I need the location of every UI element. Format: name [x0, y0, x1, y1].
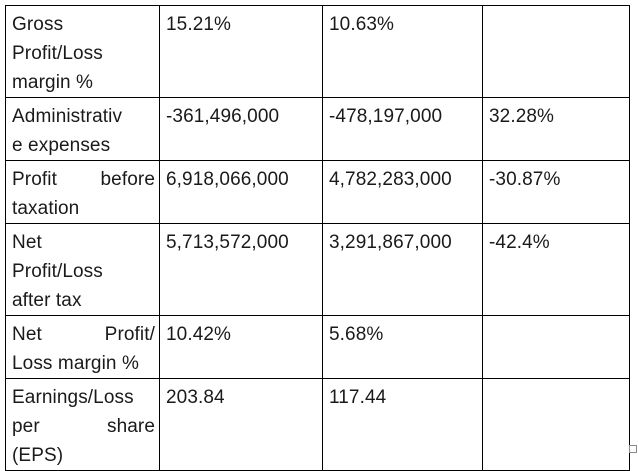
row-label-line: Profit before: [12, 169, 155, 190]
row-label-line: Gross: [12, 14, 64, 35]
value-cell: 10.63%: [322, 5, 483, 98]
row-label-cell: Profit before taxation: [5, 160, 160, 224]
row-label-cell: Net Profit/Loss after tax: [5, 223, 160, 316]
value-cell: -361,496,000: [159, 97, 323, 161]
row-label-line: per share: [12, 416, 155, 437]
row-label-cell: Administrativ e expenses: [5, 97, 160, 161]
table-row: Gross Profit/Loss margin % 15.21% 10.63%: [5, 5, 630, 98]
change-cell: -42.4%: [482, 223, 630, 316]
change-cell: -30.87%: [482, 160, 630, 224]
row-label-line: Loss margin %: [12, 353, 139, 374]
row-label-line: Administrativ: [12, 106, 123, 127]
table-row: Administrativ e expenses -361,496,000 -47…: [5, 97, 630, 161]
financial-table: Gross Profit/Loss margin % 15.21% 10.63% A…: [5, 5, 630, 471]
value-cell: 5,713,572,000: [159, 223, 323, 316]
value-cell: 203.84: [159, 378, 323, 471]
change-cell: [482, 315, 630, 379]
change-cell: [482, 378, 630, 471]
row-label-line: margin %: [12, 72, 94, 93]
row-label-line: Profit/Loss: [12, 261, 103, 282]
row-label-line: taxation: [12, 198, 80, 219]
row-label-line: after tax: [12, 290, 82, 311]
value-cell: 6,918,066,000: [159, 160, 323, 224]
row-label-line: Net Profit/: [12, 324, 155, 345]
value-cell: 3,291,867,000: [322, 223, 483, 316]
row-label-line: e expenses: [12, 135, 111, 156]
change-cell: 32.28%: [482, 97, 630, 161]
value-cell: -478,197,000: [322, 97, 483, 161]
value-cell: 117.44: [322, 378, 483, 471]
row-label-cell: Earnings/Loss per share (EPS): [5, 378, 160, 471]
value-cell: 5.68%: [322, 315, 483, 379]
row-label-line: Earnings/Loss: [12, 387, 134, 408]
row-label-line: Net: [12, 232, 42, 253]
table-row: Profit before taxation 6,918,066,000 4,78…: [5, 160, 630, 224]
row-label-cell: Gross Profit/Loss margin %: [5, 5, 160, 98]
row-label-line: Profit/Loss: [12, 43, 103, 64]
table-row: Earnings/Loss per share (EPS) 203.84 117.4…: [5, 378, 630, 471]
value-cell: 10.42%: [159, 315, 323, 379]
value-cell: 15.21%: [159, 5, 323, 98]
value-cell: 4,782,283,000: [322, 160, 483, 224]
table-resize-handle[interactable]: [629, 445, 637, 453]
change-cell: [482, 5, 630, 98]
table-row: Net Profit/Loss after tax 5,713,572,000 3,…: [5, 223, 630, 316]
row-label-cell: Net Profit/Loss margin %: [5, 315, 160, 379]
financial-table-body: Gross Profit/Loss margin % 15.21% 10.63% A…: [5, 5, 630, 471]
table-row: Net Profit/Loss margin % 10.42% 5.68%: [5, 315, 630, 379]
